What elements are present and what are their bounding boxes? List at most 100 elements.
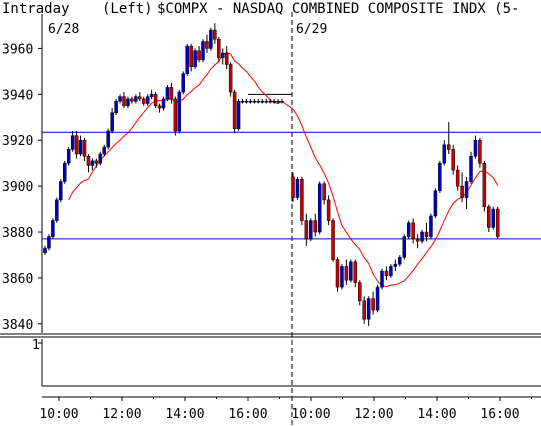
candle-body: [322, 183, 326, 201]
sub-panel-tick-label: 1: [32, 338, 40, 353]
candle-body: [295, 178, 300, 198]
x-tick-label: 16:00: [228, 407, 267, 422]
x-tick-label: 14:00: [417, 407, 456, 422]
candle-body: [491, 208, 495, 228]
candle-body: [371, 298, 375, 311]
candle-body: [106, 130, 110, 148]
candle-body: [291, 176, 295, 198]
candle-body: [362, 300, 366, 320]
candle-body: [134, 96, 138, 102]
candle-body: [478, 139, 482, 164]
candle-body: [185, 45, 189, 74]
candle-body: [189, 45, 193, 68]
x-tick-label: 16:00: [480, 407, 519, 422]
candle-body: [353, 261, 358, 283]
candle-body: [63, 162, 67, 182]
candle-body: [375, 286, 380, 311]
moving-average-line: [68, 52, 499, 288]
candle-body: [482, 162, 487, 208]
candle-body: [244, 100, 249, 103]
candle-body: [358, 282, 362, 302]
candle-body: [411, 222, 415, 240]
candle-body: [161, 98, 166, 109]
candle-body: [43, 247, 47, 253]
candle-body: [460, 185, 464, 198]
candle-body: [344, 266, 349, 281]
y-tick-label: 3960: [2, 42, 33, 57]
candle-body: [393, 263, 398, 267]
candle-body: [366, 298, 371, 320]
candle-body: [173, 98, 178, 132]
date-label-1: 6/28: [48, 22, 79, 37]
candle-body: [248, 100, 253, 103]
candle-body: [349, 261, 353, 281]
candle-body: [90, 160, 95, 166]
y-tick-label: 3840: [2, 318, 33, 333]
candle-body: [272, 100, 276, 103]
candle-body: [122, 96, 126, 107]
candle-body: [326, 199, 331, 221]
candle-body: [98, 153, 103, 164]
candle-body: [433, 190, 438, 217]
y-tick-label: 3920: [2, 134, 33, 149]
candle-body: [264, 100, 268, 103]
y-tick-label: 3860: [2, 272, 33, 287]
candle-body: [438, 162, 442, 191]
candle-body: [59, 181, 63, 201]
y-tick-label: 3900: [2, 180, 33, 195]
x-tick-label: 12:00: [354, 407, 393, 422]
candle-body: [304, 220, 309, 240]
candle-body: [256, 100, 261, 103]
candle-body: [221, 52, 225, 58]
candle-body: [280, 100, 284, 103]
candle-body: [74, 135, 79, 155]
candle-body: [118, 96, 122, 102]
candle-body: [197, 50, 201, 61]
candle-body: [70, 135, 75, 150]
candle-body: [82, 139, 87, 157]
candle-body: [130, 98, 134, 102]
date-label-2: 6/29: [296, 22, 327, 37]
candle-body: [406, 222, 411, 237]
candle-body: [398, 257, 402, 265]
candle-body: [447, 144, 451, 150]
candle-body: [236, 100, 241, 129]
candle-body: [455, 169, 460, 187]
candle-body: [268, 100, 272, 103]
candle-body: [389, 266, 393, 276]
candle-body: [149, 94, 154, 97]
candle-body: [193, 50, 197, 68]
candle-body: [300, 178, 304, 221]
candle-body: [165, 87, 170, 100]
candle-body: [177, 91, 182, 132]
candle-body: [380, 270, 384, 288]
candle-body: [420, 231, 424, 242]
candle-body: [442, 144, 447, 164]
candle-body: [169, 87, 174, 100]
candle-body: [240, 100, 245, 103]
x-tick-label: 10:00: [291, 407, 330, 422]
candle-body: [276, 100, 280, 103]
candle-body: [55, 199, 59, 221]
candle-body: [340, 266, 344, 288]
candle-body: [317, 183, 322, 233]
candle-body: [487, 206, 491, 228]
candle-body: [181, 73, 185, 93]
candle-body: [260, 100, 264, 103]
candle-body: [429, 215, 433, 237]
candle-body: [145, 96, 150, 104]
candle-body: [114, 100, 118, 113]
candle-body: [473, 139, 478, 157]
candle-body: [331, 220, 335, 260]
candle-body: [47, 236, 51, 249]
candle-body: [335, 259, 340, 288]
candle-body: [78, 139, 83, 155]
y-tick-label: 3880: [2, 226, 33, 241]
candle-body: [228, 64, 233, 93]
candle-body: [157, 105, 162, 109]
candle-body: [213, 29, 217, 40]
candle-body: [309, 220, 313, 240]
candle-body: [469, 156, 473, 182]
candle-body: [110, 112, 114, 132]
header-mode: (Left): [102, 1, 153, 17]
